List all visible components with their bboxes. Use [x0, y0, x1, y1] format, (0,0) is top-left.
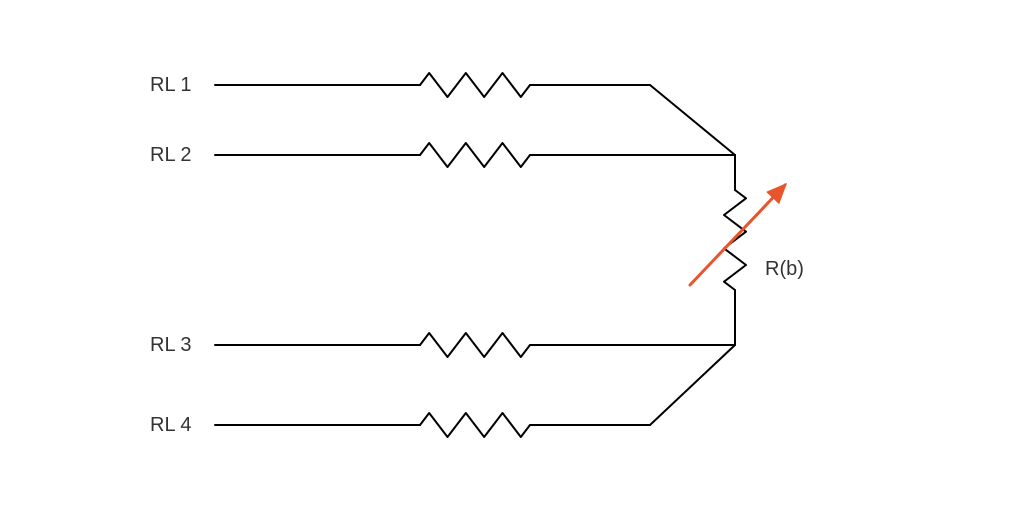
- connector-rl1: [650, 85, 735, 155]
- resistor-rl1: [420, 73, 530, 97]
- resistor-rl4: [420, 413, 530, 437]
- resistor-rl3: [420, 333, 530, 357]
- variable-resistor: [724, 190, 746, 290]
- resistor-rl2: [420, 143, 530, 167]
- circuit-diagram: RL 1 RL 2 RL 3 RL 4 R(b): [0, 0, 1024, 526]
- branch-label-rl3: RL 3: [150, 334, 192, 356]
- variable-resistor-label: R(b): [765, 258, 804, 280]
- connector-rl4: [650, 345, 735, 425]
- branch-label-rl1: RL 1: [150, 74, 192, 96]
- branch-label-rl4: RL 4: [150, 414, 192, 436]
- branch-label-rl2: RL 2: [150, 144, 192, 166]
